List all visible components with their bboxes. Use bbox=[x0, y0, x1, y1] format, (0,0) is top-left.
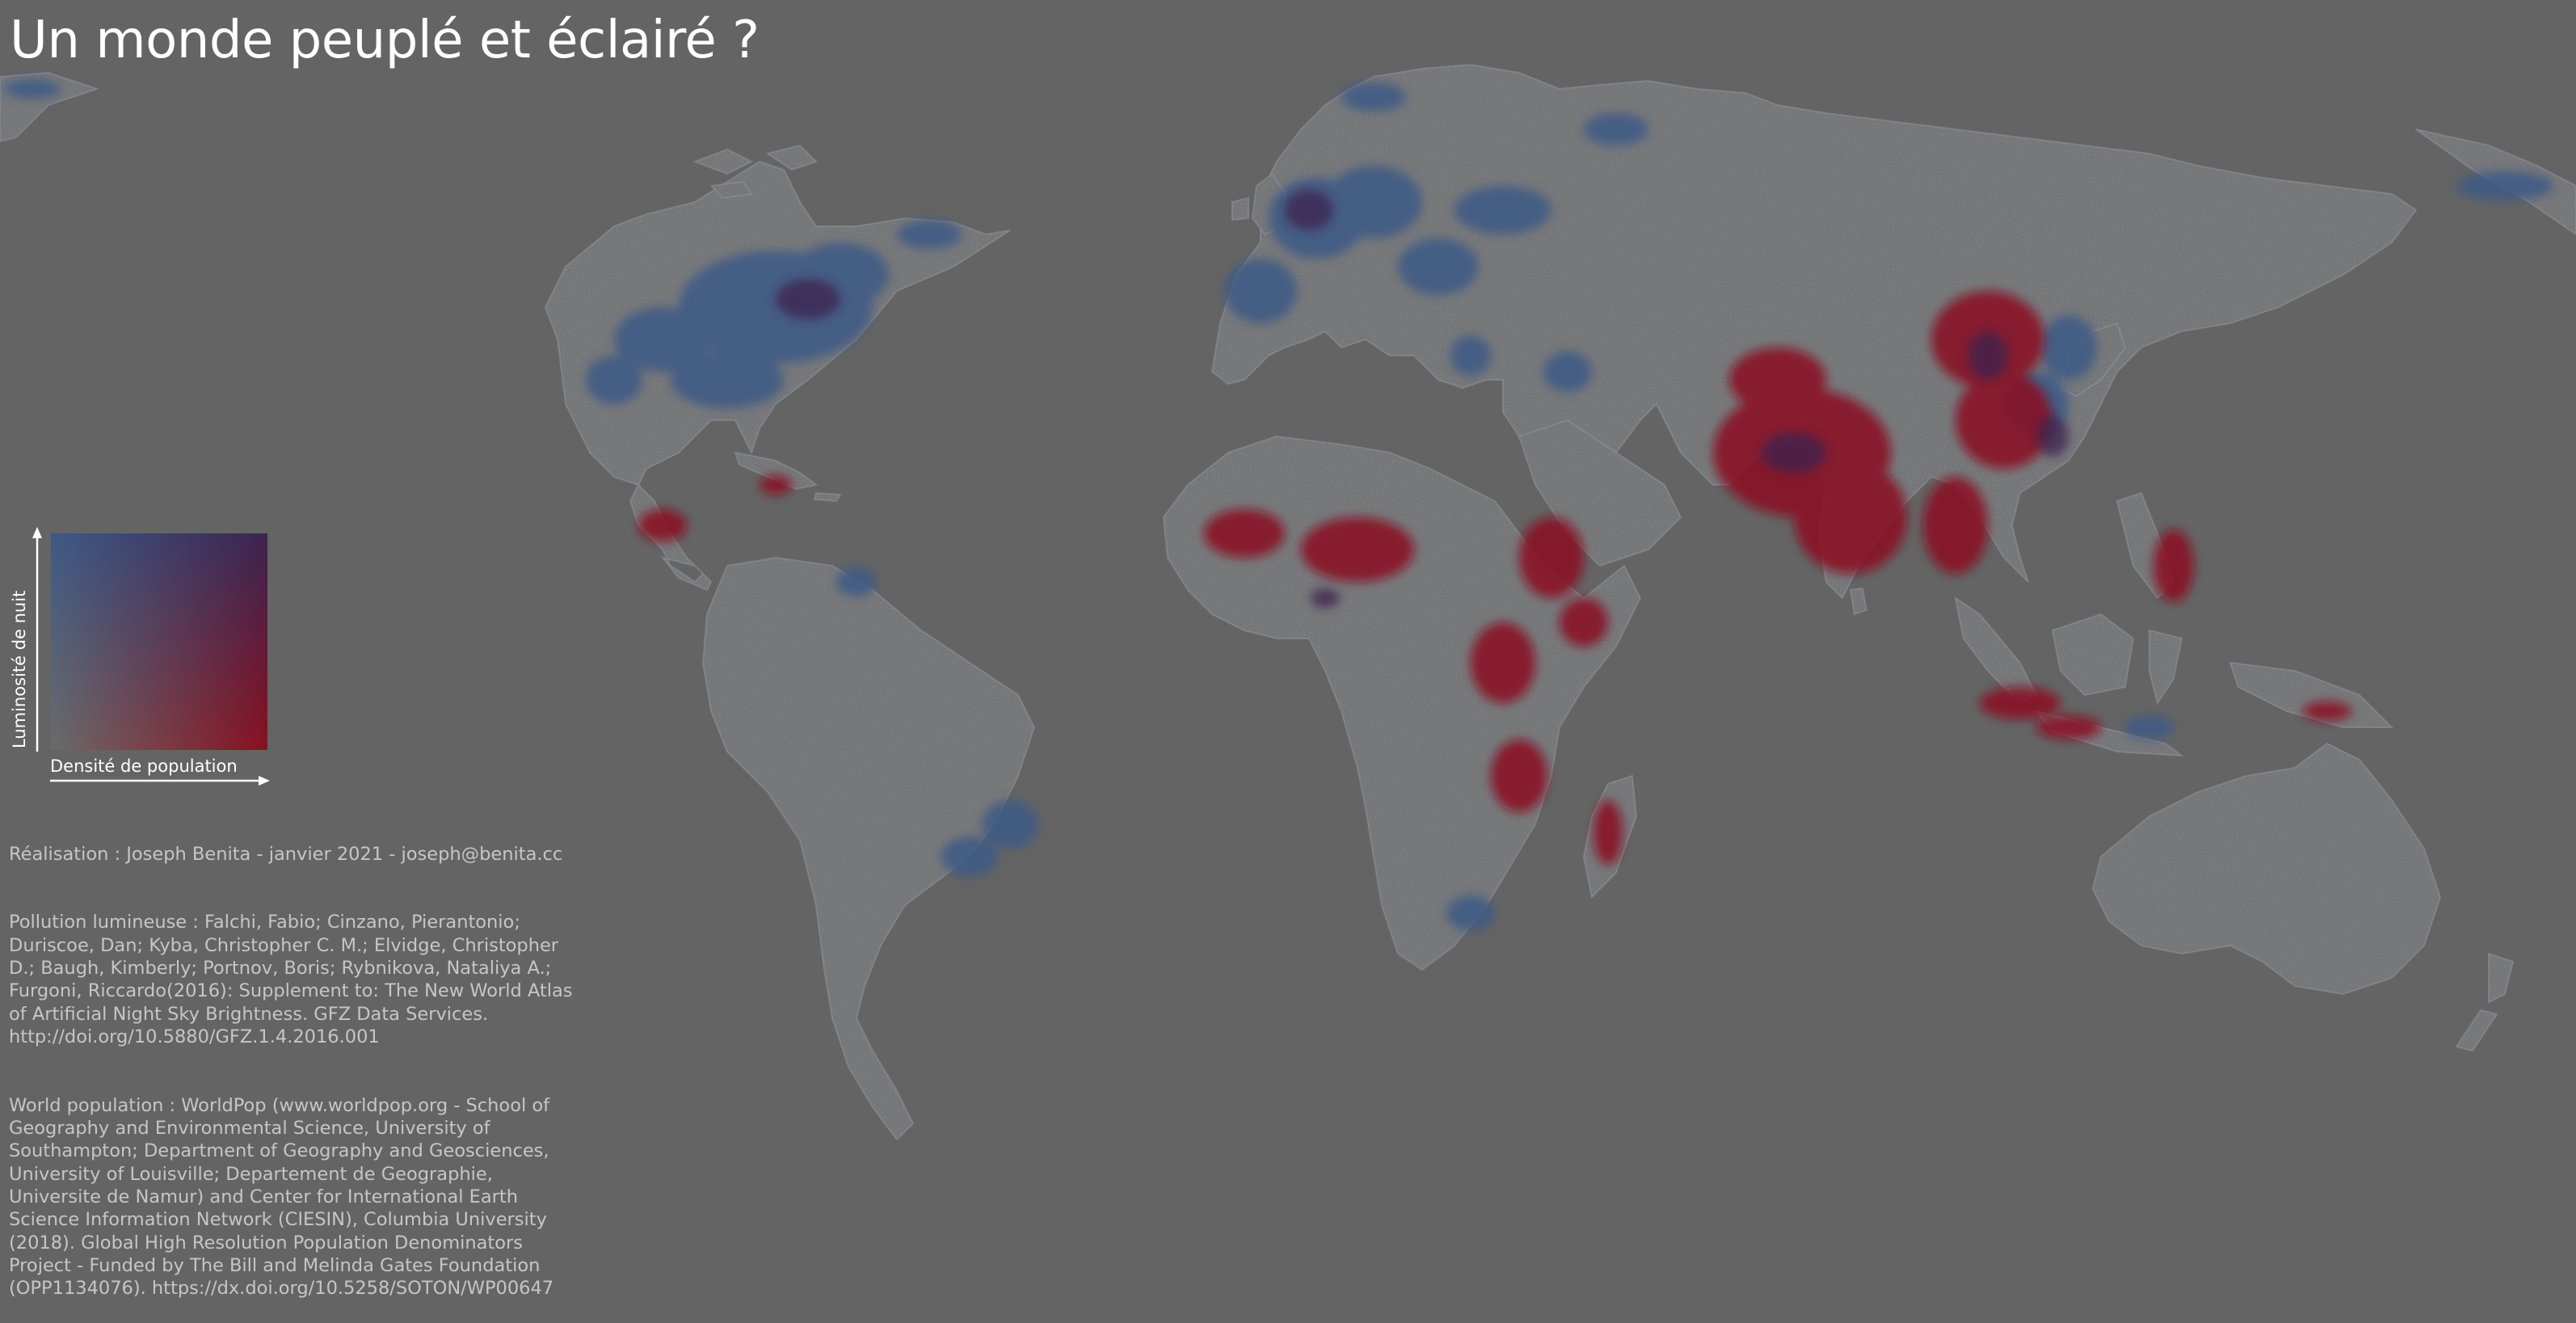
legend-y-label: Luminosité de nuit bbox=[10, 591, 29, 748]
map-title: Un monde peuplé et éclairé ? bbox=[10, 11, 760, 70]
credits: Réalisation : Joseph Benita - janvier 20… bbox=[9, 797, 575, 1323]
legend-y-arrowhead bbox=[32, 527, 42, 538]
overlap-patches bbox=[776, 190, 2069, 608]
legend-x-label: Densité de population bbox=[50, 756, 238, 776]
legend-x-arrowhead bbox=[259, 776, 270, 786]
legend-square-top bbox=[51, 533, 267, 750]
night-light-patches bbox=[4, 79, 2553, 931]
credits-population-source: World population : WorldPop (www.worldpo… bbox=[9, 1094, 556, 1300]
credits-light-pollution-source: Pollution lumineuse : Falchi, Fabio; Cin… bbox=[9, 912, 579, 1047]
world-map bbox=[0, 63, 2576, 1141]
credits-author: Réalisation : Joseph Benita - janvier 20… bbox=[9, 843, 563, 865]
map-legend: Luminosité de nuit Densité de population bbox=[10, 527, 270, 786]
